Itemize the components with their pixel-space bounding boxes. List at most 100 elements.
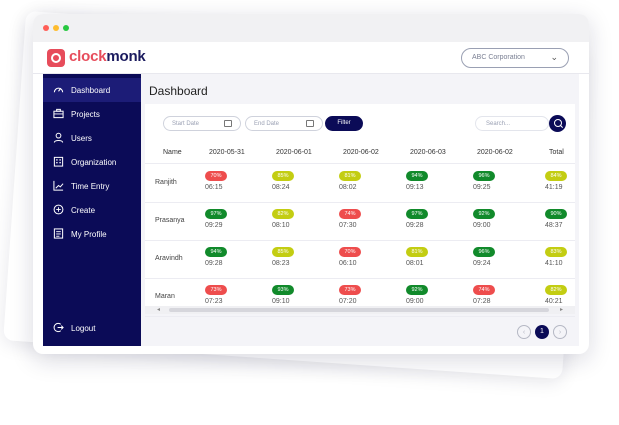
end-date-field[interactable]: End Date [245,116,323,131]
hours-value: 09:29 [205,222,223,229]
employee-name: Aravindh [155,255,183,262]
calendar-icon [224,120,232,127]
maximize-window-dot[interactable] [63,25,69,31]
logout-icon [53,322,64,333]
table-cell: 70% 06:15 [205,171,245,191]
hours-value: 09:25 [473,184,491,191]
table-cell: 81% 08:01 [406,247,446,267]
table-row[interactable]: Ranjith 70% 06:15 85% 08:24 81% 08:02 94% 09:13 9… [145,165,575,203]
hours-value: 07:20 [339,298,357,305]
hours-value: 08:10 [272,222,290,229]
hours-value: 09:00 [473,222,491,229]
table-cell: 74% 07:30 [339,209,379,229]
end-date-placeholder: End Date [254,121,280,127]
column-header: 2020-06-01 [276,149,312,156]
horizontal-scrollbar[interactable]: ◂ ▸ [145,306,575,314]
table-cell: 85% 08:23 [272,247,312,267]
sidebar-item-label: My Profile [71,230,107,239]
sidebar-item-projects[interactable]: Projects [43,102,141,126]
app-window: clockmonk ABC Corporation ⌄ Dashboard Pr… [33,14,589,354]
hours-value: 09:13 [406,184,424,191]
chevron-down-icon: ⌄ [550,52,558,62]
calendar-icon [306,120,314,127]
close-window-dot[interactable] [43,25,49,31]
percentage-badge: 74% [339,209,361,219]
table-cell: 73% 07:20 [339,285,379,305]
scrollbar-thumb[interactable] [169,308,549,312]
table-cell: 93% 09:10 [272,285,312,305]
profile-card-icon [53,228,64,239]
table-row[interactable]: Prasanya 97% 09:29 82% 08:10 74% 07:30 97% 09:28… [145,203,575,241]
table-cell: 92% 09:00 [406,285,446,305]
table-row[interactable]: Maran 73% 07:23 93% 09:10 73% 07:20 92% 09:00 74%… [145,279,575,317]
sidebar-item-create[interactable]: Create [43,198,141,222]
table-cell: 70% 06:10 [339,247,379,267]
scroll-right-icon[interactable]: ▸ [559,307,563,313]
percentage-badge: 93% [272,285,294,295]
hours-value: 41:10 [545,260,563,267]
percentage-badge: 97% [406,209,428,219]
sidebar-item-organization[interactable]: Organization [43,150,141,174]
logout-button[interactable]: Logout [43,316,141,340]
building-icon [53,156,64,167]
sidebar-item-label: Dashboard [71,86,111,95]
page-title: Dashboard [149,84,208,98]
search-input[interactable]: Search... [475,116,549,131]
search-icon[interactable] [549,115,566,132]
sidebar-item-time-entry[interactable]: Time Entry [43,174,141,198]
hours-value: 06:15 [205,184,223,191]
sidebar: Dashboard Projects Users Organization Ti… [43,74,141,346]
logo-part-1: clock [69,48,107,65]
table-header: Name 2020-05-31 2020-06-01 2020-06-02 20… [145,142,575,164]
sidebar-item-dashboard[interactable]: Dashboard [43,78,141,102]
hours-value: 09:24 [473,260,491,267]
page-number-button[interactable]: 1 [535,325,549,339]
prev-page-button[interactable]: ‹ [517,325,531,339]
brand-logo[interactable]: clockmonk [69,48,146,65]
minimize-window-dot[interactable] [53,25,59,31]
chart-line-icon [53,180,64,191]
window-titlebar [33,14,589,42]
percentage-badge: 85% [272,171,294,181]
column-header: Name [163,149,182,156]
percentage-badge: 83% [545,247,567,257]
hours-value: 07:30 [339,222,357,229]
percentage-badge: 94% [406,171,428,181]
user-icon [53,132,64,143]
table-cell: 84% 41:19 [545,171,585,191]
table-row[interactable]: Aravindh 94% 09:28 85% 08:23 70% 06:10 81% 08:01… [145,241,575,279]
table-cell: 74% 07:28 [473,285,513,305]
sidebar-item-users[interactable]: Users [43,126,141,150]
hours-value: 09:28 [406,222,424,229]
employee-name: Prasanya [155,217,185,224]
company-select[interactable]: ABC Corporation ⌄ [461,48,569,68]
start-date-field[interactable]: Start Date [163,116,241,131]
clock-logo-icon [47,49,65,67]
hours-value: 07:28 [473,298,491,305]
percentage-badge: 74% [473,285,495,295]
table-cell: 81% 08:02 [339,171,379,191]
scroll-left-icon[interactable]: ◂ [157,307,161,313]
hours-value: 41:19 [545,184,563,191]
sidebar-item-my-profile[interactable]: My Profile [43,222,141,246]
table-cell: 97% 09:28 [406,209,446,229]
table-cell: 94% 09:28 [205,247,245,267]
column-header: Total [549,149,564,156]
percentage-badge: 70% [205,171,227,181]
next-page-button[interactable]: › [553,325,567,339]
column-header: 2020-06-03 [410,149,446,156]
percentage-badge: 85% [272,247,294,257]
gauge-icon [53,87,64,93]
filter-button[interactable]: Filter [325,116,363,131]
hours-value: 48:37 [545,222,563,229]
hours-value: 08:01 [406,260,424,267]
percentage-badge: 97% [205,209,227,219]
hours-value: 09:00 [406,298,424,305]
top-bar: clockmonk ABC Corporation ⌄ [33,42,589,74]
briefcase-icon [53,108,64,119]
hours-value: 08:23 [272,260,290,267]
timesheet-panel: Start Date End Date Filter Search... Nam… [145,104,575,317]
column-header: 2020-06-02 [477,149,513,156]
company-select-value: ABC Corporation [472,54,525,61]
